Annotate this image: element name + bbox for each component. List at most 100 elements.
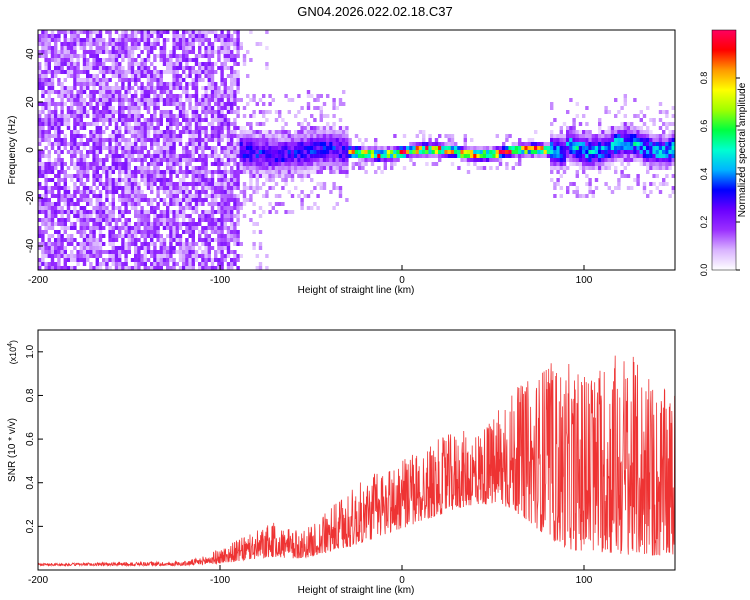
spectrogram-cell <box>313 134 317 138</box>
spectrogram-cell <box>383 150 387 154</box>
spectrogram-cell <box>172 230 176 234</box>
spectrogram-cell <box>79 82 83 86</box>
spectrogram-cell <box>121 74 125 78</box>
spectrogram-cell <box>390 146 394 150</box>
spectrogram-cell <box>89 138 93 142</box>
spectrogram-cell <box>194 90 199 94</box>
spectrogram-cell <box>86 138 90 142</box>
spectrogram-cell <box>172 74 176 78</box>
spectrogram-cell <box>47 214 51 218</box>
spectrogram-cell <box>63 134 67 138</box>
spectrogram-cell <box>57 250 61 254</box>
spectrogram-cell <box>118 106 122 110</box>
spectrogram-cell <box>150 202 154 206</box>
spectrogram-cell <box>50 194 55 198</box>
spectrogram-cell <box>146 70 151 74</box>
spectrogram-cell <box>57 190 61 194</box>
spectrogram-cell <box>201 42 205 46</box>
spectrogram-cell <box>284 178 288 182</box>
spectrogram-cell <box>118 126 122 130</box>
spectrogram-cell <box>585 142 589 146</box>
spectrogram-cell <box>252 210 256 214</box>
spectrogram-cell <box>143 194 147 198</box>
spectrogram-cell <box>322 126 327 130</box>
spectrogram-cell <box>89 102 93 106</box>
spectrogram-cell <box>172 198 176 202</box>
spectrogram-cell <box>178 74 183 78</box>
spectrogram-cell <box>143 154 147 158</box>
spectrogram-cell <box>380 154 384 158</box>
spectrogram-cell <box>220 206 224 210</box>
spectrogram-cell <box>92 58 96 62</box>
spectrogram-cell <box>281 134 285 138</box>
spectrogram-cell <box>258 186 263 190</box>
spectrogram-cell <box>486 146 490 150</box>
spectrogram-cell <box>294 150 298 154</box>
spectrogram-cell <box>153 54 157 58</box>
spectrogram-cell <box>553 138 557 142</box>
spectrogram-cell <box>121 106 125 110</box>
spectrogram-cell <box>223 42 227 46</box>
spectrogram-cell <box>393 158 397 162</box>
spectrogram-cell <box>332 138 336 142</box>
spectrogram-cell <box>66 98 71 102</box>
spectrogram-cell <box>566 142 570 146</box>
spectrogram-cell <box>505 166 509 170</box>
spectrogram-cell <box>252 94 256 98</box>
spectrogram-cell <box>153 118 157 122</box>
spectrogram-cell <box>566 150 570 154</box>
spectrogram-cell <box>124 86 128 90</box>
spectrogram-cell <box>562 150 567 154</box>
spectrogram-cell <box>550 106 554 110</box>
spectrogram-cell <box>156 234 160 238</box>
spectrogram-cell <box>143 210 147 214</box>
spectrogram-cell <box>345 170 349 174</box>
spectrogram-cell <box>249 150 253 154</box>
spectrogram-cell <box>466 150 471 154</box>
spectrogram-cell <box>114 254 119 258</box>
spectrogram-cell <box>582 170 586 174</box>
spectrogram-cell <box>95 162 99 166</box>
spectrogram-cell <box>521 150 525 154</box>
spectrogram-cell <box>127 162 131 166</box>
spectrogram-cell <box>268 130 272 134</box>
spectrogram-cell <box>134 186 138 190</box>
spectrogram-cell <box>137 190 141 194</box>
spectrogram-cell <box>137 250 141 254</box>
spectrogram-cell <box>332 186 336 190</box>
spectrogram-cell <box>434 138 439 142</box>
spectrogram-cell <box>230 150 234 154</box>
spectrogram-cell <box>169 202 173 206</box>
spectrogram-cell <box>98 194 103 198</box>
spectrogram-cell <box>60 210 64 214</box>
spectrogram-cell <box>316 94 320 98</box>
spectrogram-cell <box>239 166 243 170</box>
spectrogram-cell <box>38 74 42 78</box>
spectrogram-cell <box>236 90 240 94</box>
spectrogram-cell <box>159 74 163 78</box>
spectrogram-cell <box>82 70 87 74</box>
spectrogram-cell <box>204 246 208 250</box>
spectrogram-cell <box>153 158 157 162</box>
spectrogram-cell <box>76 230 80 234</box>
spectrogram-cell <box>185 114 189 118</box>
spectrogram-cell <box>156 42 160 46</box>
spectrogram-cell <box>191 82 195 86</box>
spectrogram-cell <box>185 130 189 134</box>
spectrogram-cell <box>89 250 93 254</box>
spectrogram-cell <box>428 150 432 154</box>
spectrogram-cell <box>127 238 131 242</box>
spectrogram-cell <box>201 166 205 170</box>
spectrogram-cell <box>630 158 634 162</box>
spectrogram-cell <box>668 142 672 146</box>
spectrogram-cell <box>50 90 55 94</box>
spectrogram-cell <box>575 102 579 106</box>
spectrogram-cell <box>364 150 368 154</box>
spectrogram-cell <box>159 90 163 94</box>
spectrogram-cell <box>617 134 621 138</box>
spectrogram-cell <box>140 70 144 74</box>
spectrogram-cell <box>82 222 87 226</box>
spectrogram-cell <box>233 42 237 46</box>
spectrogram-cell <box>396 150 400 154</box>
spectrogram-cell <box>38 150 42 154</box>
